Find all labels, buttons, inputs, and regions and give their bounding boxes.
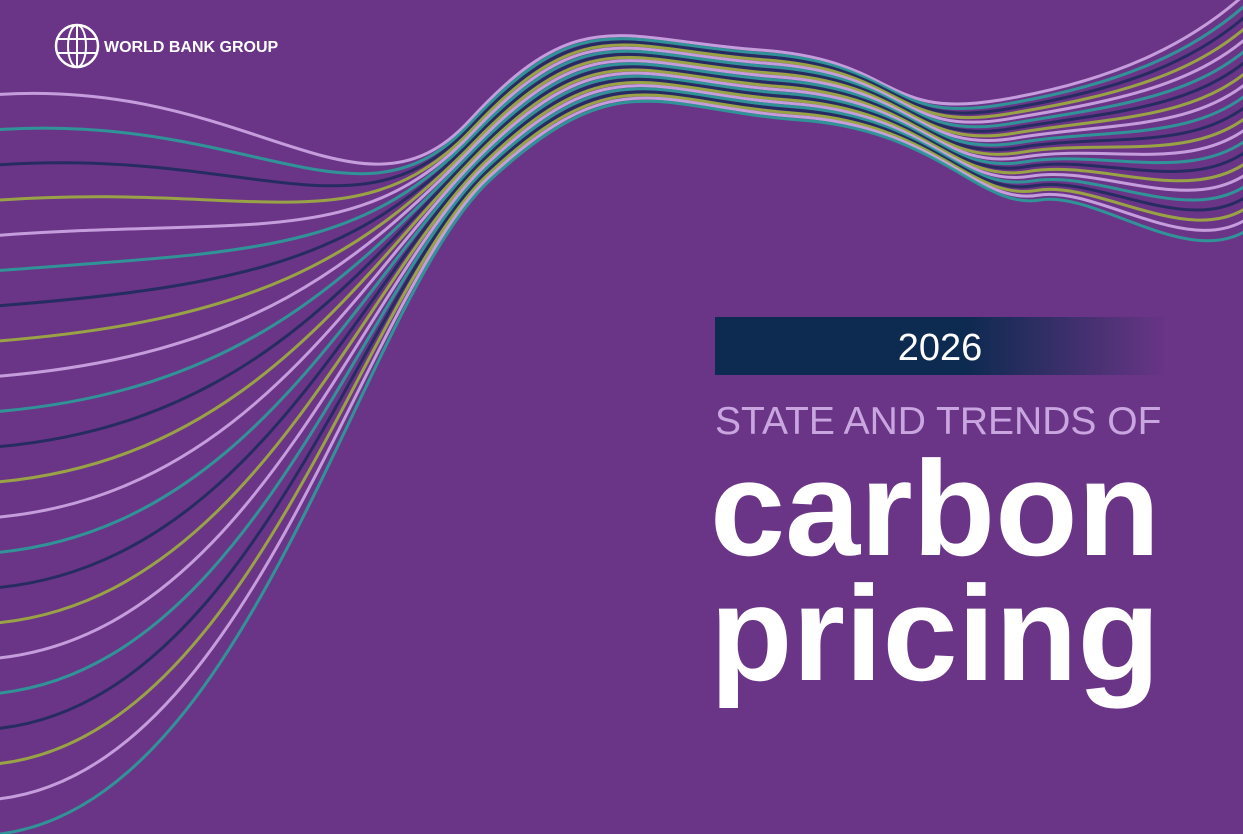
wave-line xyxy=(0,84,1243,660)
wave-line xyxy=(0,77,1243,589)
title-line: carbon xyxy=(710,433,1160,584)
wave-line xyxy=(0,87,1243,695)
wave-line xyxy=(0,59,1243,378)
logo-globe-grid xyxy=(57,25,97,67)
wave-line xyxy=(0,16,1243,188)
wave-line xyxy=(0,0,1241,166)
year-band xyxy=(715,317,1170,375)
wave-line xyxy=(0,81,1243,624)
wave-line xyxy=(0,68,1243,484)
logo-text: WORLD BANK GROUP xyxy=(104,39,279,56)
wave-line xyxy=(0,52,1243,308)
wave-line xyxy=(0,99,1243,834)
wave-line xyxy=(0,96,1243,800)
year: 2026 xyxy=(898,327,983,369)
wave-line xyxy=(0,74,1243,554)
subtitle: STATE AND TRENDS OF xyxy=(715,400,1161,443)
logo: WORLD BANK GROUP xyxy=(54,23,279,69)
wave-line xyxy=(0,49,1243,272)
wave-line xyxy=(0,27,1243,204)
wave-line xyxy=(0,62,1243,413)
title-line: pricing xyxy=(710,558,1160,709)
wave-line xyxy=(0,65,1243,448)
wave-line xyxy=(0,71,1243,519)
wave-line xyxy=(0,56,1243,343)
wave-line xyxy=(0,90,1243,730)
wave-line xyxy=(0,38,1243,237)
wave-line xyxy=(0,5,1243,176)
wave-line xyxy=(0,93,1243,765)
